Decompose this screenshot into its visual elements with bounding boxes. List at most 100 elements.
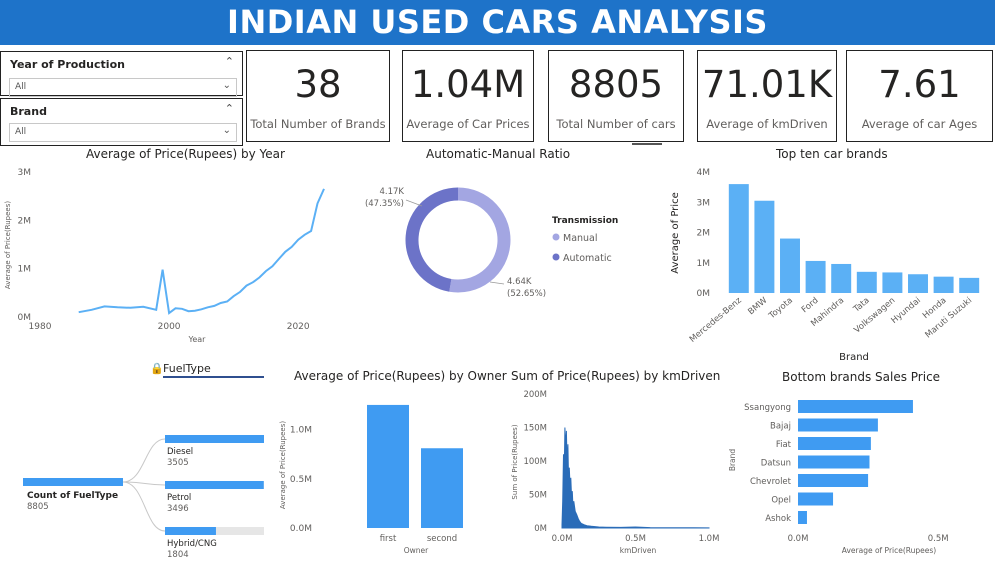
bar-datsun bbox=[798, 455, 870, 469]
x-axis-title: Average of Price(Rupees) bbox=[842, 546, 937, 555]
y-tick-label: 2M bbox=[697, 229, 711, 239]
kpi-label: Average of car Ages bbox=[861, 117, 978, 131]
card-divider bbox=[632, 143, 662, 145]
bar-bajaj bbox=[798, 418, 878, 432]
root-value: 8805 bbox=[27, 502, 49, 512]
donut-slice-manual bbox=[449, 187, 511, 293]
x-tick-label: 0.5M bbox=[928, 534, 949, 544]
kpi-card-brands: 38 Total Number of Brands bbox=[246, 50, 390, 142]
bar-second bbox=[421, 448, 463, 528]
dropdown-value: All bbox=[15, 127, 27, 137]
slice-percent-label: (52.65%) bbox=[507, 289, 546, 299]
y-tick-label: Chevrolet bbox=[750, 477, 792, 487]
y-tick-label: 4M bbox=[697, 168, 711, 178]
year-line-title: Average of Price(Rupees) by Year bbox=[86, 147, 285, 161]
kpi-card-cars: 8805 Total Number of cars bbox=[548, 50, 684, 142]
node-label: Petrol bbox=[167, 493, 191, 503]
y-tick-label: 0.0M bbox=[290, 524, 312, 534]
chevron-down-icon[interactable]: ⌄ bbox=[222, 80, 231, 91]
bar-volkswagen bbox=[882, 272, 903, 293]
y-tick-label: Opel bbox=[771, 496, 791, 506]
y-tick-label: 2M bbox=[18, 216, 32, 226]
x-tick-label: Toyota bbox=[766, 296, 794, 322]
bar-ssangyong bbox=[798, 400, 913, 413]
x-tick-label: 1980 bbox=[29, 322, 52, 332]
node-value: 1804 bbox=[167, 550, 189, 560]
x-tick-label: 2020 bbox=[287, 322, 310, 332]
top-brands-title: Top ten car brands bbox=[776, 147, 888, 161]
x-tick-label: 0.5M bbox=[625, 534, 646, 544]
y-tick-label: 200M bbox=[523, 390, 547, 400]
year-slicer[interactable]: Year of Production ⌃ All ⌄ bbox=[0, 51, 243, 97]
kpi-label: Average of Car Prices bbox=[406, 117, 530, 131]
x-tick-label: Ford bbox=[800, 296, 821, 316]
y-axis-title: Average of Price bbox=[670, 192, 681, 273]
kpi-value: 7.61 bbox=[878, 63, 961, 106]
y-axis-title: Sum of Price(Rupees) bbox=[511, 424, 519, 499]
chevron-up-icon[interactable]: ⌃ bbox=[224, 102, 234, 115]
node-value: 3496 bbox=[167, 504, 189, 514]
tree-connector bbox=[122, 481, 166, 486]
slicer-title: Brand bbox=[10, 105, 47, 118]
chevron-up-icon[interactable]: ⌃ bbox=[224, 55, 234, 68]
y-axis-title: Brand bbox=[728, 449, 737, 472]
page-title: INDIAN USED CARS ANALYSIS bbox=[227, 3, 768, 41]
legend-item: Manual bbox=[563, 233, 598, 244]
x-tick-label: Maruti Suzuki bbox=[923, 296, 974, 341]
y-tick-label: 150M bbox=[523, 424, 547, 434]
fuel-title-underline bbox=[163, 376, 264, 378]
kpi-value: 1.04M bbox=[410, 63, 526, 106]
y-tick-label: 1M bbox=[697, 259, 711, 269]
y-tick-label: 0M bbox=[534, 524, 547, 534]
legend-item: Automatic bbox=[563, 253, 612, 264]
chevron-down-icon[interactable]: ⌄ bbox=[222, 125, 231, 136]
x-axis-title: kmDriven bbox=[620, 546, 657, 555]
donut-title: Automatic-Manual Ratio bbox=[426, 147, 571, 161]
bar-ashok bbox=[798, 511, 807, 524]
x-axis-title: Brand bbox=[839, 352, 869, 363]
y-tick-label: 0M bbox=[18, 313, 32, 323]
bottom-brands-title: Bottom brands Sales Price bbox=[782, 370, 941, 384]
bar-fiat bbox=[798, 437, 871, 450]
x-tick-label: first bbox=[380, 534, 397, 544]
fuel-tree-title: FuelType bbox=[163, 362, 211, 375]
tree-connector bbox=[122, 481, 166, 532]
kpi-label: Total Number of cars bbox=[556, 117, 676, 131]
bar-mercedes-benz bbox=[728, 184, 749, 293]
kpi-value: 38 bbox=[294, 63, 342, 106]
x-tick-label: BMW bbox=[746, 295, 769, 317]
bottom-brands-bar-chart: Ssangyong Bajaj Fiat Datsun Chevrolet Opel Ash… bbox=[728, 400, 949, 555]
header-banner: INDIAN USED CARS ANALYSIS bbox=[0, 0, 995, 47]
km-area-title: Sum of Price(Rupees) by kmDriven bbox=[511, 369, 721, 383]
kpi-card-km: 71.01K Average of kmDriven bbox=[697, 50, 837, 142]
slice-percent-label: (47.35%) bbox=[365, 199, 404, 209]
node-bar-diesel bbox=[165, 435, 264, 443]
year-dropdown[interactable]: All ⌄ bbox=[9, 78, 237, 97]
x-tick-label: 0.0M bbox=[552, 534, 573, 544]
x-axis-title: Year bbox=[188, 335, 207, 344]
x-tick-label: 1.0M bbox=[699, 534, 720, 544]
y-tick-label: 3M bbox=[697, 198, 711, 208]
bar-mahindra bbox=[831, 263, 852, 293]
y-tick-label: 100M bbox=[523, 457, 547, 467]
y-tick-label: Datsun bbox=[761, 459, 791, 469]
slice-value-label: 4.64K bbox=[507, 277, 532, 287]
bar-ford bbox=[805, 260, 826, 293]
price-line-series bbox=[78, 188, 325, 315]
bar-chevrolet bbox=[798, 474, 869, 487]
bar-maruti-suzuki bbox=[959, 277, 980, 293]
brand-dropdown[interactable]: All ⌄ bbox=[9, 123, 237, 142]
node-label: Hybrid/CNG bbox=[167, 539, 217, 549]
slice-value-label: 4.17K bbox=[380, 187, 405, 197]
y-tick-label: 3M bbox=[18, 168, 32, 178]
kmdriven-area-chart: 0M 50M 100M 150M 200M 0.0M 0.5M 1.0M Sum of Pric… bbox=[511, 390, 720, 555]
bar-tata bbox=[856, 271, 877, 293]
legend-title: Transmission bbox=[552, 216, 618, 226]
kpi-value: 71.01K bbox=[701, 63, 833, 106]
leader-line bbox=[489, 281, 505, 285]
x-tick-label: Mercedes-Benz bbox=[688, 295, 744, 344]
kpi-label: Average of kmDriven bbox=[706, 117, 828, 131]
brand-slicer[interactable]: Brand ⌃ All ⌄ bbox=[0, 98, 243, 146]
